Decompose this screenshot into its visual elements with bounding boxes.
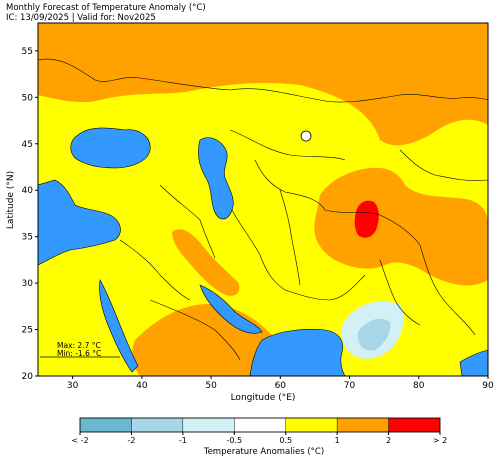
colorbar-tick-label: -0.5	[226, 436, 243, 445]
colorbar-tick-label: 1	[334, 436, 340, 445]
anomaly-zone-orange-zagros	[172, 229, 240, 296]
sea-bay-of-bengal	[459, 349, 488, 376]
anomaly-zone-red	[354, 200, 379, 238]
y-tick-label: 35	[22, 233, 33, 243]
country-borders	[38, 58, 488, 361]
x-tick-label: 40	[136, 381, 148, 391]
colorbar-tick-label: 0.5	[279, 436, 293, 445]
colorbar-tick-label: 2	[386, 436, 392, 445]
x-tick-label: 70	[344, 381, 356, 391]
anomaly-zone-orange-north	[38, 23, 488, 146]
anomaly-zone-orange-himalaya	[314, 167, 488, 286]
x-tick-label: 50	[205, 381, 217, 391]
colorbar-swatch	[336, 417, 389, 433]
sea-black	[70, 127, 151, 169]
colorbar-swatch	[131, 417, 184, 433]
sea-persian-gulf	[199, 284, 263, 334]
sea-red	[99, 279, 139, 373]
y-axis-label: Latitude (°N)	[6, 171, 16, 229]
y-tick-label: 40	[22, 186, 34, 196]
colorbar-swatch	[182, 417, 235, 433]
colorbar-swatch	[79, 417, 132, 433]
x-tick-label: 30	[67, 381, 79, 391]
x-axis-label: Longitude (°E)	[231, 393, 296, 403]
y-axis-ticks: 20 25 30 35 40 45 50 55	[22, 47, 38, 382]
colorbar-swatch	[388, 417, 441, 433]
y-tick-label: 55	[22, 47, 33, 57]
colorbar-swatch	[234, 417, 286, 433]
y-tick-label: 45	[22, 140, 33, 150]
colorbar-tick-label: -1	[178, 436, 187, 445]
colorbar-tick-label: < -2	[71, 436, 89, 445]
stat-max: Max: 2.7 °C	[57, 341, 101, 350]
map-subtitle: IC: 13/09/2025 | Valid for: Nov2025	[6, 13, 156, 23]
x-tick-label: 80	[413, 381, 425, 391]
colorbar-tick-label: -2	[127, 436, 136, 445]
colorbar-title: Temperature Anomalies (°C)	[203, 447, 325, 457]
sea-arabian	[249, 329, 346, 376]
x-tick-label: 90	[482, 381, 494, 391]
y-tick-label: 30	[22, 279, 34, 289]
colorbar	[79, 417, 441, 435]
map-title: Monthly Forecast of Temperature Anomaly …	[6, 3, 206, 13]
sea-mediterranean	[38, 179, 121, 266]
x-axis-ticks: 30 40 50 60 70 80 90	[67, 376, 494, 391]
lake-aral	[300, 130, 312, 142]
colorbar-tick-label: > 2	[432, 436, 448, 445]
y-tick-label: 20	[22, 372, 34, 382]
colorbar-frame	[79, 417, 441, 433]
y-tick-label: 50	[22, 93, 34, 103]
y-tick-label: 25	[22, 326, 33, 336]
stat-min: Min: -1.6 °C	[57, 349, 102, 358]
anomaly-zone-negative-core	[357, 318, 391, 351]
colorbar-swatch	[285, 417, 338, 433]
plot-frame	[37, 22, 489, 377]
x-tick-label: 60	[275, 381, 287, 391]
map-field	[38, 23, 488, 376]
